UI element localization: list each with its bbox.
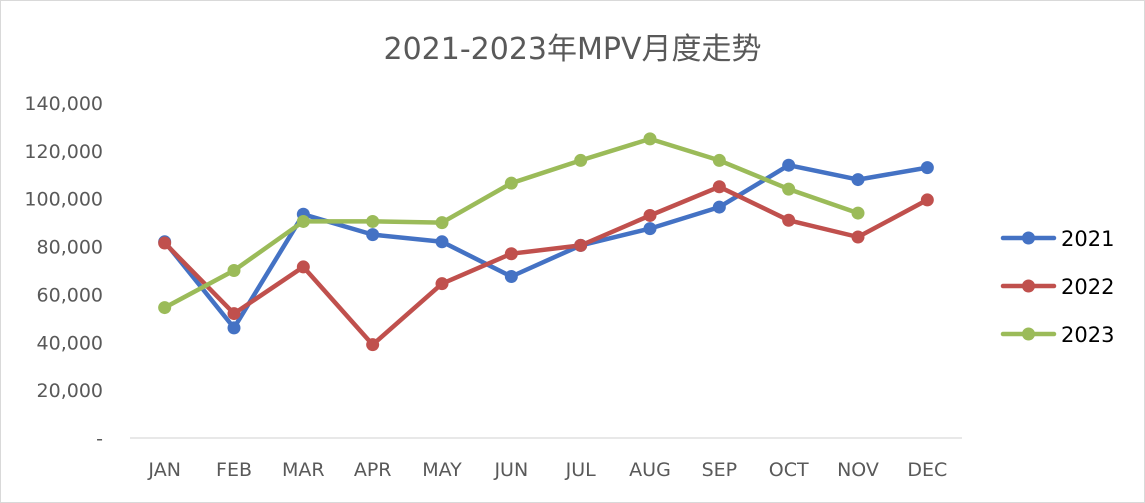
data-point-2021 [504,269,518,283]
x-tick-label: JAN [147,459,180,481]
data-point-2022 [504,247,518,261]
data-point-2021 [782,158,796,172]
data-point-2023 [574,153,588,167]
legend-label-2023: 2023 [1061,323,1114,347]
x-tick-label: JUL [565,459,597,481]
x-tick-label: JUN [493,459,528,481]
data-point-2021 [435,235,449,249]
data-point-2022 [782,213,796,227]
x-tick-label: APR [354,459,392,481]
y-tick-label: 100,000 [24,189,103,211]
legend-marker-2023 [1022,327,1035,341]
x-tick-label: DEC [907,459,947,481]
x-tick-label: OCT [769,459,809,481]
legend-marker-2021 [1022,231,1035,245]
series-line-2021 [162,162,930,331]
series-points [158,132,934,352]
data-point-2022 [851,230,865,244]
y-tick-label: 20,000 [37,380,103,402]
y-tick-label: 40,000 [37,332,103,354]
data-point-2023 [504,176,518,190]
series-lines [162,136,930,347]
chart-title: 2021-2023年MPV月度走势 [383,32,762,67]
data-point-2021 [920,161,934,175]
data-point-2023 [435,216,449,230]
data-point-2023 [366,214,380,228]
y-tick-label: 60,000 [37,284,103,306]
legend: 2021 2022 2023 [1000,227,1114,347]
data-point-2022 [920,193,934,207]
x-tick-label: MAY [422,459,462,481]
data-point-2023 [782,182,796,196]
data-point-2022 [366,338,380,352]
data-point-2022 [712,180,726,194]
data-point-2021 [227,321,241,335]
x-tick-label: MAR [282,459,325,481]
x-tick-label: FEB [216,459,252,481]
x-tick-label: NOV [837,459,879,481]
data-point-2022 [296,260,310,274]
legend-label-2021: 2021 [1061,227,1114,251]
y-tick-label: - [96,428,103,450]
y-tick-label: 140,000 [24,93,103,115]
data-point-2023 [227,264,241,277]
data-point-2022 [435,277,449,291]
data-point-2023 [296,214,310,228]
series-line-2022 [162,184,930,347]
legend-label-2022: 2022 [1061,275,1114,299]
data-point-2021 [851,173,865,187]
data-point-2022 [643,208,657,222]
data-point-2022 [574,238,588,252]
legend-marker-2022 [1022,279,1035,293]
data-point-2021 [643,222,657,236]
data-point-2023 [851,206,865,220]
data-point-2023 [712,153,726,167]
axes: - 20,000 40,000 60,000 80,000 100,000 120,000 1… [24,93,962,481]
y-tick-label: 80,000 [37,237,103,259]
y-tick-label: 120,000 [24,141,103,163]
data-point-2023 [643,132,657,146]
x-tick-label: SEP [702,459,738,481]
data-point-2021 [366,228,380,242]
x-tick-label: AUG [629,459,671,481]
data-point-2022 [158,236,172,250]
data-point-2023 [158,301,172,315]
data-point-2022 [227,307,241,321]
data-point-2021 [712,200,726,214]
